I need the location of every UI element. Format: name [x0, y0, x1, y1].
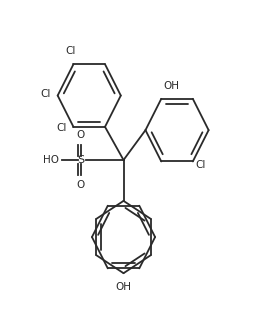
Text: Cl: Cl — [66, 46, 76, 56]
Text: Cl: Cl — [195, 160, 206, 170]
Text: O: O — [77, 180, 85, 190]
Text: S: S — [78, 155, 85, 165]
Text: Cl: Cl — [40, 89, 51, 99]
Text: Cl: Cl — [56, 124, 67, 133]
Text: O: O — [77, 130, 85, 140]
Text: HO: HO — [43, 155, 59, 165]
Text: OH: OH — [116, 282, 132, 292]
Text: OH: OH — [164, 81, 179, 91]
